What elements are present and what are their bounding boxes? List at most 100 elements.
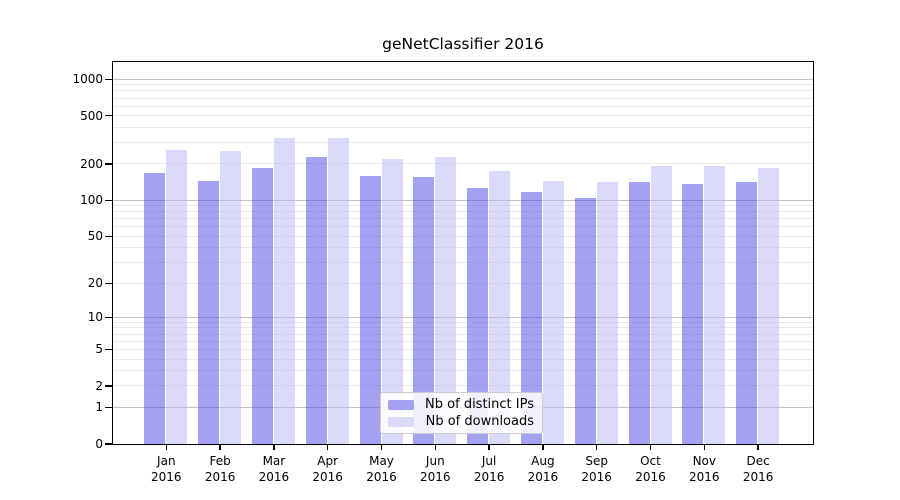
bar-downloads-jun — [435, 157, 457, 444]
minor-gridline — [113, 205, 813, 207]
bar-downloads-oct — [650, 166, 672, 444]
x-tick-label: Feb 2016 — [185, 453, 255, 485]
minor-gridline — [113, 97, 813, 99]
x-tick-label: Jan 2016 — [131, 453, 201, 485]
minor-gridline — [113, 340, 813, 342]
minor-gridline — [113, 327, 813, 329]
x-tick-label-month: Feb — [209, 454, 231, 468]
bar-ips-jul — [467, 187, 489, 444]
y-tick-mark — [105, 78, 112, 80]
y-tick-label: 20 — [87, 276, 103, 291]
x-tick-mark — [542, 445, 544, 450]
minor-gridline — [113, 282, 813, 284]
bar-ips-sep — [574, 198, 596, 444]
bar-ips-apr — [305, 157, 327, 444]
bar-ips-jan — [144, 172, 166, 444]
y-tick-label: 200 — [80, 156, 103, 171]
minor-gridline — [113, 127, 813, 129]
x-tick-mark — [380, 445, 383, 450]
minor-gridline — [113, 90, 813, 92]
bar-ips-feb — [198, 180, 220, 444]
x-tick-label-year: 2016 — [366, 470, 397, 484]
minor-gridline — [113, 370, 813, 372]
y-tick-label: 50 — [87, 229, 103, 244]
x-tick-label: Apr 2016 — [293, 453, 363, 485]
x-tick-label-year: 2016 — [635, 470, 666, 484]
y-tick-label: 10 — [87, 310, 103, 325]
y-tick-label: 2 — [95, 378, 103, 393]
bar-downloads-feb — [220, 151, 242, 444]
bar-ips-oct — [628, 182, 650, 444]
x-tick-label: May 2016 — [347, 453, 417, 485]
y-tick-mark — [105, 443, 112, 445]
y-tick-mark — [105, 406, 112, 409]
x-tick-label: Nov 2016 — [669, 453, 739, 485]
x-tick-mark — [219, 445, 221, 450]
x-tick-mark — [165, 445, 167, 450]
x-tick-label-month: Apr — [317, 454, 339, 468]
x-tick-mark — [273, 445, 275, 450]
bar-downloads-mar — [273, 137, 295, 444]
x-tick-label: Aug 2016 — [508, 453, 578, 485]
x-tick-label-month: Nov — [692, 454, 716, 468]
x-tick-label: Dec 2016 — [723, 453, 793, 485]
major-gridline — [113, 316, 813, 318]
x-tick-label: Jul 2016 — [454, 453, 524, 485]
x-tick-label-month: Aug — [531, 454, 555, 468]
plot-area — [112, 61, 814, 445]
x-tick-label-year: 2016 — [258, 470, 290, 484]
x-tick-mark — [327, 445, 329, 450]
x-tick-label: Sep 2016 — [562, 453, 632, 485]
x-tick-label-year: 2016 — [420, 470, 451, 484]
legend-swatch-downloads — [388, 416, 414, 427]
x-tick-label-year: 2016 — [742, 470, 774, 484]
bar-downloads-nov — [704, 166, 726, 444]
minor-gridline — [113, 84, 813, 86]
x-tick-label-year: 2016 — [689, 470, 720, 484]
chart-title: geNetClassifier 2016 — [382, 35, 544, 53]
bar-downloads-sep — [596, 181, 618, 444]
minor-gridline — [113, 385, 813, 387]
bar-downloads-jan — [166, 150, 188, 444]
x-tick-label-month: Jul — [481, 454, 497, 468]
x-tick-mark — [488, 445, 490, 450]
y-tick-label: 1000 — [72, 72, 103, 87]
x-tick-label-month: Sep — [585, 454, 608, 468]
x-tick-label-year: 2016 — [527, 470, 559, 484]
y-tick-mark — [105, 163, 112, 165]
minor-gridline — [113, 142, 813, 144]
minor-gridline — [113, 211, 813, 213]
major-gridline — [113, 199, 813, 201]
x-tick-label-month: May — [369, 454, 394, 468]
x-tick-mark — [596, 445, 598, 450]
bar-downloads-dec — [758, 168, 780, 444]
x-tick-label-month: Oct — [640, 454, 661, 468]
bar-ips-mar — [251, 167, 273, 444]
minor-gridline — [113, 163, 813, 165]
minor-gridline — [113, 358, 813, 360]
bar-downloads-aug — [542, 180, 564, 444]
y-tick-mark — [105, 316, 112, 319]
bar-ips-may — [359, 175, 381, 444]
y-tick-mark — [105, 348, 112, 351]
minor-gridline — [113, 235, 813, 237]
x-tick-mark — [649, 445, 652, 450]
y-tick-label: 1 — [95, 400, 103, 415]
bar-ips-jun — [413, 177, 435, 444]
bar-ips-dec — [736, 181, 758, 444]
x-tick-label-year: 2016 — [312, 470, 343, 484]
legend-row-downloads: Nb of downloads — [388, 414, 534, 429]
x-tick-label-month: Mar — [262, 454, 286, 468]
minor-gridline — [113, 105, 813, 107]
x-tick-label-month: Dec — [746, 454, 770, 468]
x-tick-label-year: 2016 — [473, 470, 505, 484]
x-tick-label: Jun 2016 — [400, 453, 470, 485]
x-tick-label: Mar 2016 — [239, 453, 309, 485]
x-tick-label-year: 2016 — [581, 470, 612, 484]
x-tick-label-year: 2016 — [204, 470, 236, 484]
bar-ips-aug — [520, 191, 542, 444]
minor-gridline — [113, 348, 813, 350]
minor-gridline — [113, 218, 813, 220]
x-tick-mark — [703, 445, 705, 450]
